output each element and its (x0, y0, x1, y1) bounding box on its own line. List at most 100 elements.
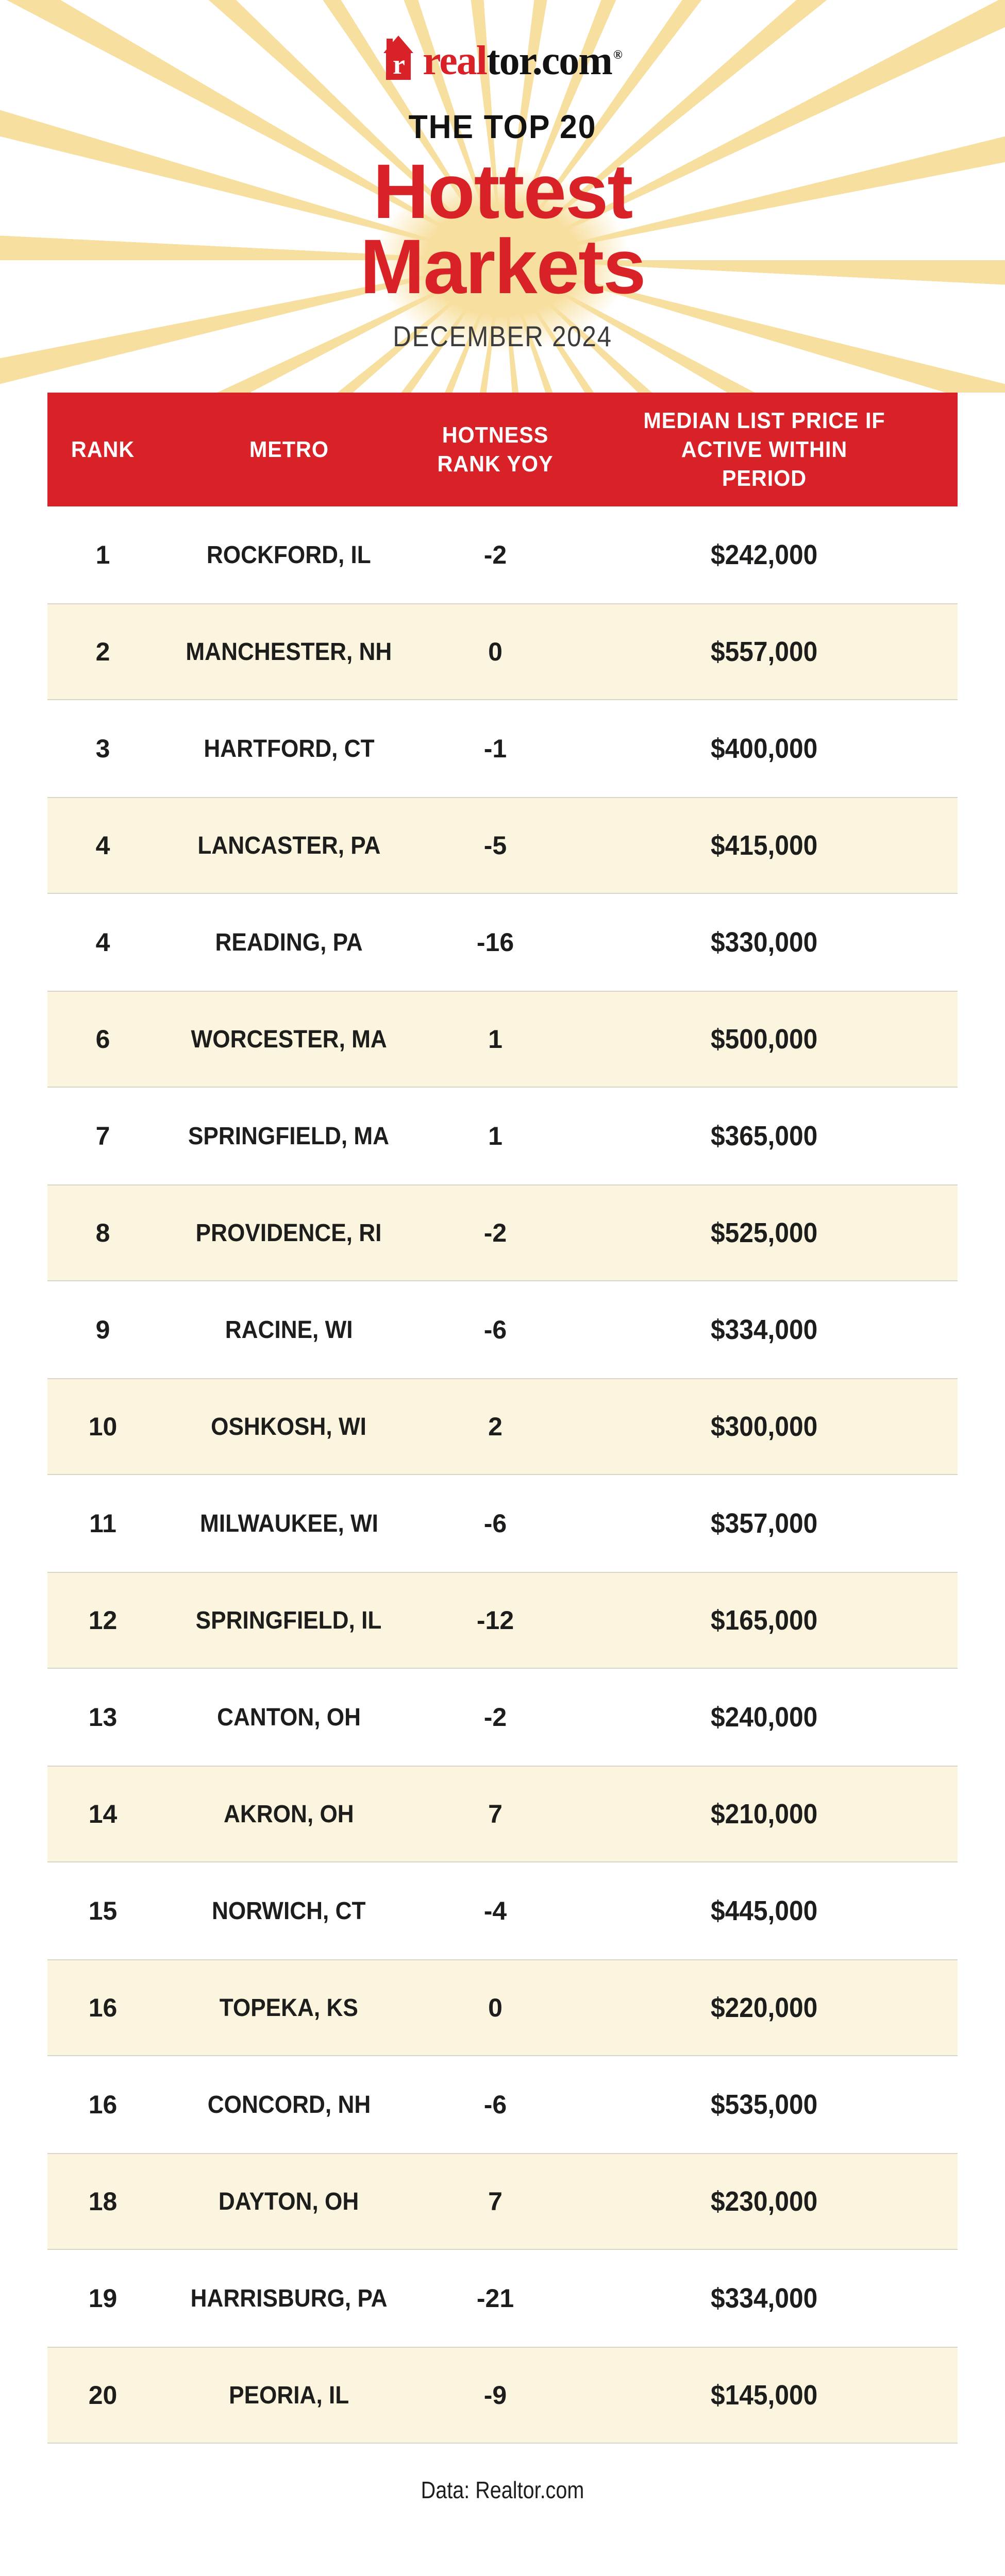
rank-value: 20 (88, 2381, 118, 2410)
table-row: 4 LANCASTER, PA -5 $415,000 (47, 797, 958, 894)
realtor-logo: r realtor.com ® (0, 0, 1005, 83)
metro-cell: AKRON, OH (158, 1767, 420, 1861)
median-list-price-cell: $242,000 (571, 506, 958, 603)
hotness-rank-yoy-value: -16 (476, 928, 514, 957)
median-list-price-value: $535,000 (711, 2089, 818, 2120)
hottest-markets-table: RANK METRO HOTNESS RANK YOY MEDIAN LIST … (47, 393, 958, 2444)
hotness-rank-yoy-value: -21 (476, 2284, 514, 2313)
rank-value: 15 (88, 1896, 118, 1925)
rank-value: 6 (95, 1025, 110, 1054)
median-list-price-value: $300,000 (711, 1411, 818, 1442)
metro-cell: READING, PA (158, 894, 420, 991)
median-list-price-value: $334,000 (711, 1314, 818, 1345)
rank-value: 10 (88, 1412, 118, 1441)
hotness-rank-yoy-cell: 1 (420, 992, 571, 1087)
rank-value: 11 (89, 1509, 116, 1538)
rank-value: 4 (95, 928, 110, 957)
metro-name: CANTON, OH (217, 1703, 361, 1731)
median-list-price-value: $334,000 (711, 2283, 818, 2314)
median-list-price-cell: $525,000 (571, 1185, 958, 1280)
median-list-price-cell: $557,000 (571, 604, 958, 699)
table-row: 15 NORWICH, CT -4 $445,000 (47, 1862, 958, 1959)
median-list-price-cell: $300,000 (571, 1379, 958, 1474)
metro-cell: CANTON, OH (158, 1669, 420, 1766)
median-list-price-value: $330,000 (711, 927, 818, 958)
median-list-price-value: $500,000 (711, 1024, 818, 1055)
metro-name: AKRON, OH (224, 1800, 354, 1828)
median-list-price-value: $230,000 (711, 2186, 818, 2217)
median-list-price-cell: $145,000 (571, 2348, 958, 2443)
rank-cell: 20 (47, 2348, 158, 2443)
hotness-rank-yoy-cell: 7 (420, 1767, 571, 1861)
median-list-price-column-header-label: MEDIAN LIST PRICE IF ACTIVE WITHIN PERIO… (643, 408, 885, 491)
median-list-price-value: $242,000 (711, 539, 818, 570)
house-icon: r (383, 36, 414, 80)
median-list-price-value: $220,000 (711, 1992, 818, 2023)
registered-trademark-symbol: ® (613, 48, 623, 62)
rank-cell: 10 (47, 1379, 158, 1474)
metro-name: WORCESTER, MA (191, 1025, 387, 1053)
hotness-rank-yoy-value: 0 (488, 637, 502, 666)
rank-cell: 13 (47, 1669, 158, 1766)
hotness-rank-yoy-value: 2 (488, 1412, 502, 1441)
metro-cell: CONCORD, NH (158, 2056, 420, 2153)
metro-name: LANCASTER, PA (197, 832, 380, 859)
rank-cell: 7 (47, 1088, 158, 1184)
hotness-rank-yoy-value: -2 (483, 540, 507, 569)
metro-name: CONCORD, NH (207, 2091, 371, 2119)
rank-cell: 16 (47, 2056, 158, 2153)
hotness-rank-yoy-cell: -6 (420, 1281, 571, 1378)
table-row: 12 SPRINGFIELD, IL -12 $165,000 (47, 1572, 958, 1669)
metro-cell: OSHKOSH, WI (158, 1379, 420, 1474)
hotness-rank-yoy-value: -9 (483, 2381, 507, 2410)
rank-value: 7 (95, 1122, 110, 1150)
metro-name: SPRINGFIELD, IL (196, 1606, 382, 1634)
rank-cell: 3 (47, 700, 158, 797)
metro-name: DAYTON, OH (219, 2188, 359, 2215)
hotness-rank-yoy-cell: -12 (420, 1573, 571, 1668)
table-row: 19 HARRISBURG, PA -21 $334,000 (47, 2250, 958, 2347)
rank-column-header-label: RANK (71, 436, 135, 462)
subtitle-date: DECEMBER 2024 (393, 320, 612, 352)
hotness-rank-yoy-value: -2 (483, 1703, 507, 1732)
table-row: 13 CANTON, OH -2 $240,000 (47, 1669, 958, 1766)
hotness-rank-yoy-value: -1 (483, 734, 507, 763)
logo-wordmark-real: real (423, 38, 488, 83)
page-title-line2: Markets (360, 223, 646, 310)
rank-cell: 11 (47, 1475, 158, 1572)
median-list-price-value: $415,000 (711, 830, 818, 861)
metro-cell: PROVIDENCE, RI (158, 1185, 420, 1280)
hotness-rank-yoy-cell: 0 (420, 604, 571, 699)
table-row: 10 OSHKOSH, WI 2 $300,000 (47, 1378, 958, 1475)
median-list-price-cell: $165,000 (571, 1573, 958, 1668)
metro-cell: SPRINGFIELD, IL (158, 1573, 420, 1668)
hotness-rank-yoy-cell: -6 (420, 1475, 571, 1572)
median-list-price-value: $525,000 (711, 1217, 818, 1248)
metro-name: OSHKOSH, WI (211, 1413, 367, 1440)
metro-name: MILWAUKEE, WI (199, 1510, 378, 1537)
median-list-price-cell: $240,000 (571, 1669, 958, 1766)
metro-name: NORWICH, CT (212, 1897, 366, 1925)
hotness-rank-yoy-cell: 7 (420, 2154, 571, 2249)
metro-name: SPRINGFIELD, MA (188, 1122, 390, 1150)
table-header-row: RANK METRO HOTNESS RANK YOY MEDIAN LIST … (47, 393, 958, 506)
rank-cell: 8 (47, 1185, 158, 1280)
hotness-rank-yoy-value: -6 (483, 2090, 507, 2119)
table-body: 1 ROCKFORD, IL -2 $242,000 2 MANCHESTER,… (47, 506, 958, 2444)
metro-name: PROVIDENCE, RI (196, 1219, 382, 1247)
metro-cell: TOPEKA, KS (158, 1960, 420, 2055)
metro-name: HARTFORD, CT (203, 735, 375, 762)
hero-section: r realtor.com ® THE TOP 20 Hottest Market… (0, 0, 1005, 393)
rank-value: 3 (95, 734, 110, 763)
table-row: 18 DAYTON, OH 7 $230,000 (47, 2153, 958, 2250)
hotness-rank-yoy-value: -6 (483, 1315, 507, 1344)
metro-cell: WORCESTER, MA (158, 992, 420, 1087)
metro-cell: MILWAUKEE, WI (158, 1475, 420, 1572)
table-row: 4 READING, PA -16 $330,000 (47, 894, 958, 991)
rank-value: 16 (88, 2090, 118, 2119)
rank-cell: 1 (47, 506, 158, 603)
logo-wordmark: realtor.com ® (423, 33, 623, 83)
metro-name: TOPEKA, KS (219, 1994, 359, 2022)
sunburst-rays (0, 0, 1005, 393)
rank-value: 18 (88, 2187, 118, 2216)
